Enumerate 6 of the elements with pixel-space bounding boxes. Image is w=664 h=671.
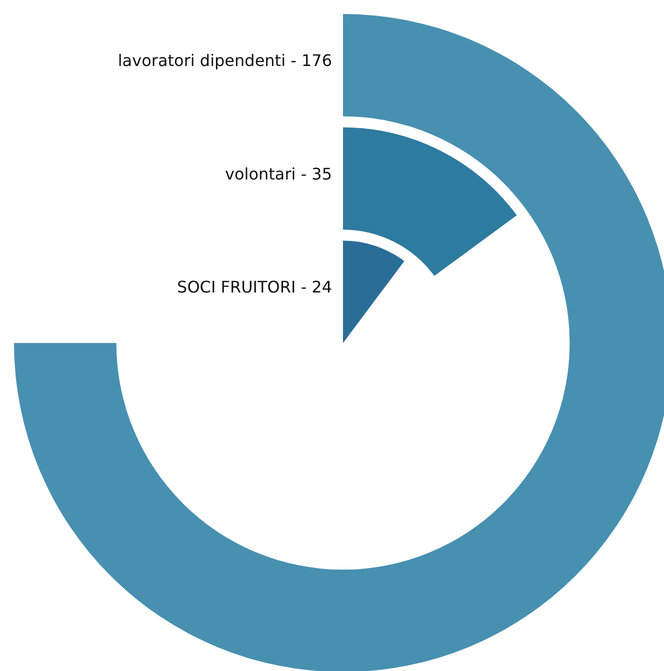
category-label: SOCI FRUITORI - — [177, 278, 307, 297]
category-label: lavoratori dipendenti - — [118, 51, 296, 70]
category-label: volontari - — [225, 164, 307, 184]
data-label: 35 — [312, 164, 332, 184]
data-label: 24 — [312, 278, 332, 297]
data-label: 176 — [301, 51, 332, 70]
